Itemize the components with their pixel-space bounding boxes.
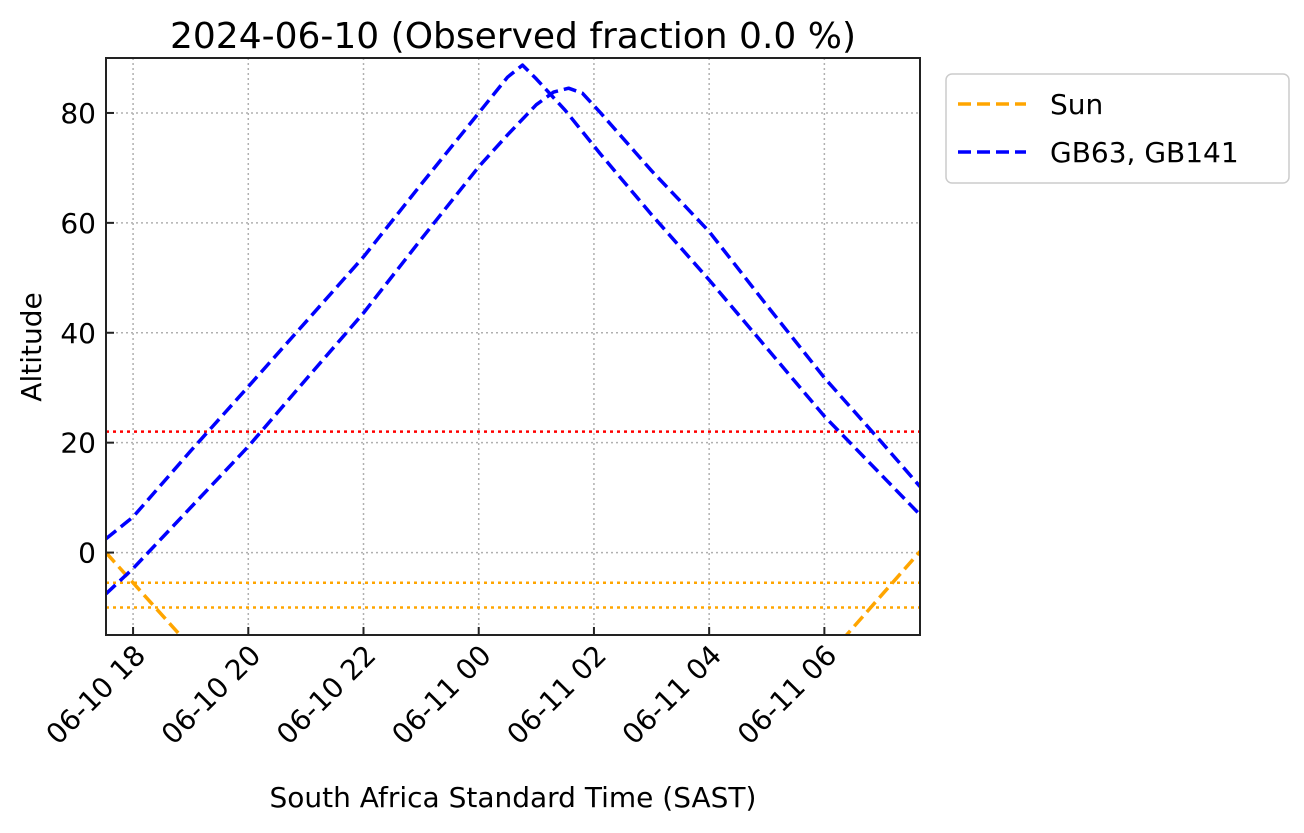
grid <box>106 58 920 635</box>
x-tick-label: 06-10 18 <box>40 639 152 751</box>
x-tick-label: 06-11 04 <box>616 639 728 751</box>
y-tick-label: 60 <box>60 207 96 240</box>
target-altitude-line-2 <box>106 86 920 596</box>
ticks: 06-10 18 06-10 20 06-10 22 06-11 00 06-11 02… <box>40 97 844 751</box>
x-tick-label: 06-10 20 <box>155 639 267 751</box>
x-tick-label: 06-11 00 <box>385 639 497 751</box>
series-lines <box>106 63 920 635</box>
legend: Sun GB63, GB141 <box>945 73 1290 184</box>
y-tick-label: 20 <box>60 427 96 460</box>
threshold-lines <box>106 430 920 609</box>
legend-label-targets: GB63, GB141 <box>1050 136 1239 169</box>
y-tick-label: 40 <box>60 317 96 350</box>
y-tick-label: 0 <box>78 537 96 570</box>
x-tick-label: 06-11 06 <box>731 639 843 751</box>
legend-box <box>945 73 1290 184</box>
y-tick-label: 80 <box>60 97 96 130</box>
y-axis-label: Altitude <box>15 292 48 401</box>
x-tick-label: 06-11 02 <box>501 639 613 751</box>
x-tick-label: 06-10 22 <box>270 639 382 751</box>
chart-title: 2024-06-10 (Observed fraction 0.0 %) <box>170 16 856 57</box>
x-axis-label: South Africa Standard Time (SAST) <box>270 781 757 814</box>
plot-frame <box>105 57 921 636</box>
target-altitude-line-1 <box>106 63 920 541</box>
legend-label-sun: Sun <box>1050 88 1103 121</box>
sun-line-evening <box>106 551 183 635</box>
sun-line-morning <box>844 550 920 635</box>
